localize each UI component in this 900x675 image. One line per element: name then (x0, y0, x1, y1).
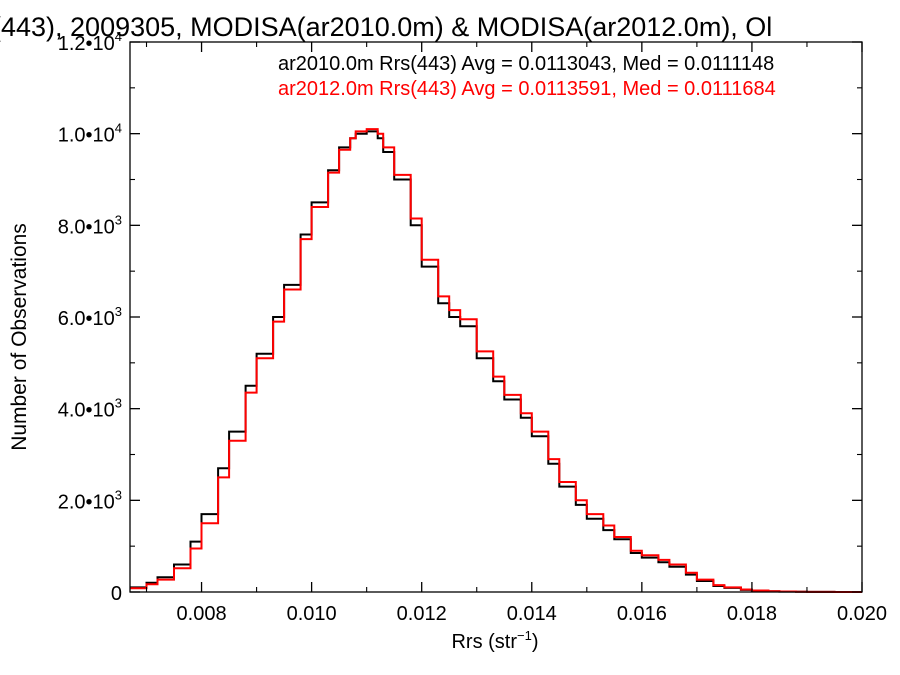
axis-ticks: 0.008 0.010 0.012 0.014 0.016 0.018 0.020 0 2.0•… (58, 29, 887, 625)
x-tick-label: 0.014 (507, 603, 557, 625)
legend-entry-ar2012: ar2012.0m Rrs(443) Avg = 0.0113591, Med … (278, 78, 776, 100)
x-tick-label: 0.012 (397, 603, 447, 625)
x-tick-label: 0.018 (727, 603, 777, 625)
y-axis-label: Number of Observations (8, 223, 31, 451)
y-tick-label: 2.0•103 (58, 487, 122, 513)
series-line-ar2012 (130, 128, 862, 593)
x-axis-label-main: Rrs (str (451, 631, 517, 653)
y-tick-label: 6.0•103 (58, 304, 122, 330)
x-axis-label-sup: −1 (517, 628, 532, 643)
x-tick-label: 0.020 (837, 603, 887, 625)
x-tick-label: 0.010 (287, 603, 337, 625)
series-layer (130, 128, 862, 593)
x-axis-label: Rrs (str−1) (451, 628, 538, 653)
series-line-ar2010 (130, 130, 862, 593)
y-tick-label: 0 (111, 583, 122, 605)
legend-entry-ar2010: ar2010.0m Rrs(443) Avg = 0.0113043, Med … (278, 53, 774, 75)
x-tick-label: 0.016 (617, 603, 667, 625)
y-tick-label: 1.0•104 (58, 121, 122, 147)
y-tick-label: 4.0•103 (58, 396, 122, 422)
chart-title: (443), 2009305, MODISA(ar2010.0m) & MODI… (0, 12, 772, 42)
plot-frame (129, 41, 863, 593)
x-axis-label-close: ) (532, 631, 539, 653)
y-tick-label: 8.0•103 (58, 212, 122, 238)
y-tick-label: 1.2•104 (58, 29, 122, 55)
x-tick-label: 0.008 (177, 603, 227, 625)
